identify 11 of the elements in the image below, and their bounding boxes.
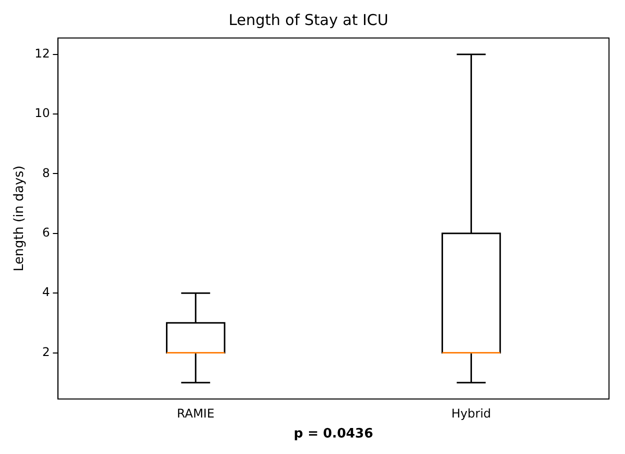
y-tick-label: 2	[42, 344, 50, 359]
y-tick-label: 12	[34, 46, 50, 61]
y-tick-label: 4	[42, 285, 50, 300]
chart-title: Length of Stay at ICU	[228, 10, 388, 29]
x-tick-label: Hybrid	[451, 406, 492, 420]
y-tick-label: 8	[42, 166, 50, 180]
y-axis-title: Length (in days)	[12, 166, 28, 272]
x-tick-label: RAMIE	[176, 406, 214, 420]
y-tick-label: 6	[42, 226, 50, 240]
y-tick-label: 10	[34, 106, 50, 120]
x-axis-title: p = 0.0436	[294, 426, 374, 442]
